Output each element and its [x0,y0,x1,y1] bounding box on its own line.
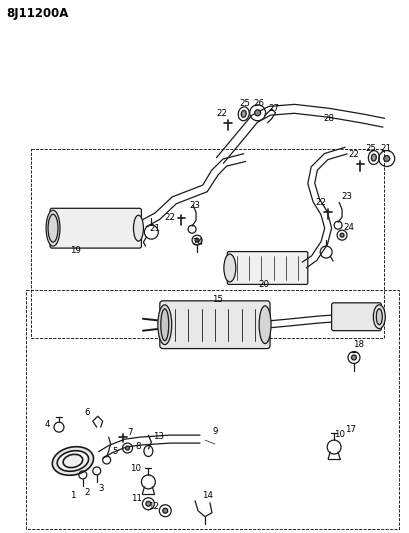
Ellipse shape [133,215,144,241]
Text: 12: 12 [148,502,159,511]
Text: 6: 6 [84,408,90,417]
Ellipse shape [57,451,89,471]
Ellipse shape [52,447,94,475]
Ellipse shape [373,305,385,329]
Circle shape [255,110,261,116]
Circle shape [340,233,344,237]
Text: 21: 21 [150,224,161,233]
Text: 23: 23 [189,201,200,210]
Text: 2: 2 [84,488,90,497]
Text: 22: 22 [316,198,327,207]
Text: 22: 22 [165,213,176,222]
Text: 14: 14 [202,491,213,500]
Text: 11: 11 [131,494,142,503]
Ellipse shape [376,309,382,325]
Ellipse shape [259,306,271,344]
Ellipse shape [161,309,169,341]
Text: 24: 24 [193,238,204,247]
Text: 7: 7 [128,427,133,437]
Text: 5: 5 [113,447,118,456]
Text: 28: 28 [324,114,335,123]
FancyBboxPatch shape [160,301,270,349]
Text: 18: 18 [353,340,364,349]
Text: 9: 9 [212,426,218,435]
Circle shape [384,156,390,161]
Text: 8J11200A: 8J11200A [7,7,69,20]
Text: 22: 22 [216,109,227,118]
Text: 20: 20 [258,280,269,289]
FancyBboxPatch shape [50,208,142,248]
Text: 10: 10 [334,430,344,439]
Circle shape [163,508,168,513]
Text: 26: 26 [253,99,264,108]
Ellipse shape [241,110,246,117]
Ellipse shape [371,154,376,161]
Text: 4: 4 [44,419,50,429]
Text: 8: 8 [136,441,141,450]
Circle shape [146,501,151,506]
Circle shape [351,355,357,360]
Ellipse shape [46,211,60,246]
Text: 24: 24 [344,223,355,232]
Text: 19: 19 [70,246,81,255]
FancyBboxPatch shape [227,252,308,285]
Text: 23: 23 [342,192,353,201]
Ellipse shape [63,454,83,467]
Text: 22: 22 [348,150,360,159]
Text: 10: 10 [130,464,141,473]
Text: 13: 13 [153,432,164,441]
Circle shape [126,446,130,450]
Text: 1: 1 [70,491,76,500]
Text: 25: 25 [239,99,250,108]
Ellipse shape [158,305,172,345]
Text: 17: 17 [346,425,357,434]
Ellipse shape [224,254,236,282]
Text: 21: 21 [380,144,391,153]
Circle shape [195,238,199,242]
FancyBboxPatch shape [332,303,381,330]
Text: 15: 15 [212,295,223,304]
Text: 27: 27 [268,104,279,114]
Text: 3: 3 [98,484,103,494]
Text: 25: 25 [365,144,376,153]
Ellipse shape [48,214,58,242]
